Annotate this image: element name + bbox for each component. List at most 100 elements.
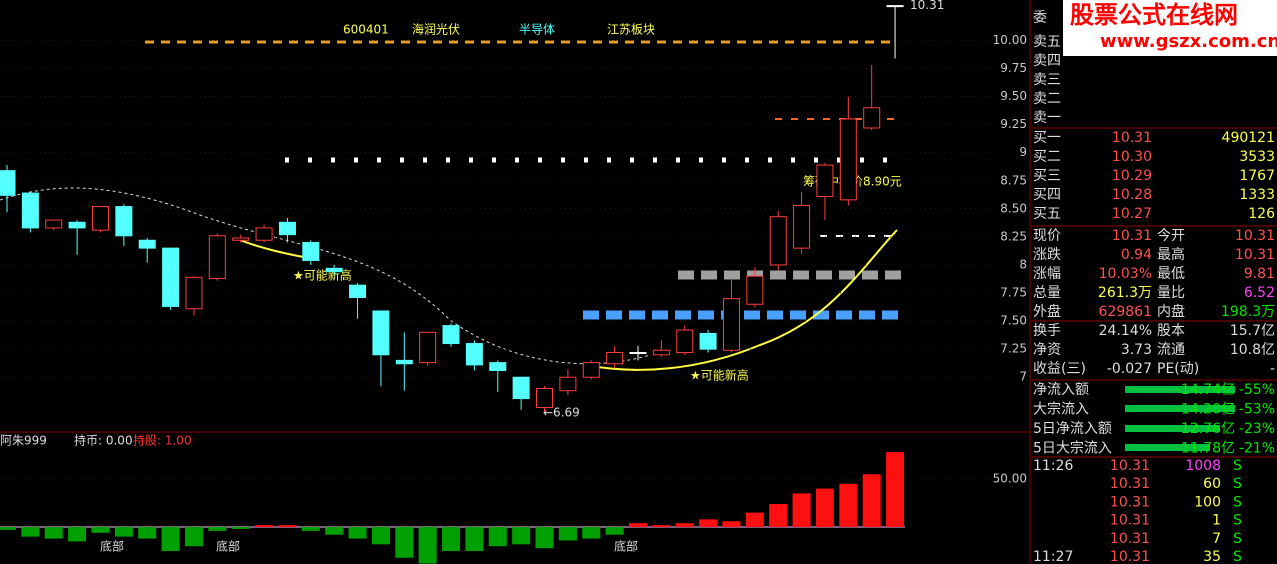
quote-text: 10.31 <box>1235 228 1275 244</box>
quote-text: PE(动) <box>1157 361 1199 377</box>
quote-text: -12.76亿 <box>1176 421 1235 437</box>
candle-body <box>863 107 881 129</box>
y-tick-label: 7 <box>1019 370 1027 384</box>
quote-text: 198.3万 <box>1221 304 1275 320</box>
quote-text: 7 <box>1212 531 1221 547</box>
indicator-bar <box>231 527 250 529</box>
candle-body <box>746 275 764 305</box>
quote-text: 24.14% <box>1099 323 1152 339</box>
candle-body <box>45 219 63 229</box>
candle-body <box>208 235 226 279</box>
candle-body <box>302 242 320 261</box>
candle-body <box>839 118 857 201</box>
quote-text: 卖三 <box>1033 72 1061 88</box>
quote-text: S <box>1233 513 1242 529</box>
candle-body <box>395 359 413 365</box>
low-label: ←6.69 <box>543 406 580 420</box>
indicator-bar <box>348 527 367 539</box>
quote-text: S <box>1233 494 1242 510</box>
y-tick-label: 7.25 <box>1000 342 1027 356</box>
quote-text: -21% <box>1239 441 1275 457</box>
candle-body <box>372 310 390 356</box>
y-tick-label: 7.50 <box>1000 314 1027 328</box>
quote-text: 股本 <box>1157 323 1185 339</box>
quote-text: 流通 <box>1157 342 1185 358</box>
candle-body <box>162 247 180 308</box>
quote-text: 内盘 <box>1157 303 1185 320</box>
candle-body <box>465 343 483 366</box>
quote-text: 10.31 <box>1110 549 1150 564</box>
indicator-bar <box>278 525 297 528</box>
quote-text: 5日大宗流入 <box>1033 441 1112 457</box>
sector: 半导体 <box>519 23 555 37</box>
candle-body <box>676 329 694 354</box>
quote-text: 10.30 <box>1112 149 1152 165</box>
bottom-signal: 底部 <box>614 539 638 554</box>
candle-body <box>886 5 904 8</box>
indicator-bar <box>68 527 87 542</box>
y-tick-label: 8 <box>1019 257 1027 271</box>
quote-text: 卖二 <box>1033 91 1061 107</box>
quote-text: 最低 <box>1157 266 1185 282</box>
quote-text: 60 <box>1203 476 1221 492</box>
quote-text: 3533 <box>1239 149 1275 165</box>
y-tick-label: 7.75 <box>1000 286 1027 300</box>
y-tick-label: 9.25 <box>1000 117 1027 131</box>
indicator-bar <box>442 527 461 552</box>
quote-text: 261.3万 <box>1098 285 1152 301</box>
indicator-bar <box>792 493 811 528</box>
quote-text: 1 <box>1212 513 1221 529</box>
quote-text: S <box>1233 549 1242 564</box>
quote-text: 今开 <box>1157 228 1185 244</box>
indicator-bar <box>325 527 344 535</box>
indicator-bar <box>21 527 40 537</box>
quote-text: 10.31 <box>1110 458 1150 474</box>
quote-text: 外盘 <box>1033 303 1061 320</box>
candle-body <box>232 237 250 241</box>
quote-text: 1333 <box>1239 187 1275 203</box>
quote-text: 126 <box>1248 206 1275 222</box>
quote-text: 3.73 <box>1121 342 1152 358</box>
indicator-bar <box>488 527 507 547</box>
quote-text: 10.31 <box>1112 130 1152 146</box>
quote-text: 11:26 <box>1033 458 1073 474</box>
candle-body <box>115 206 133 237</box>
quote-text: S <box>1233 531 1242 547</box>
quote-text: 总量 <box>1033 285 1061 301</box>
indicator-bar <box>114 527 133 537</box>
quote-text: 10.27 <box>1112 206 1152 222</box>
y-tick-label: 9.50 <box>1000 89 1027 103</box>
candle-body <box>512 376 530 400</box>
indicator-bar <box>301 527 320 531</box>
indicator-bar <box>582 527 601 539</box>
indicator-bar <box>815 488 834 528</box>
candle-body <box>0 170 16 196</box>
quote-text: 净流入额 <box>1033 382 1089 398</box>
candle-body <box>793 204 811 249</box>
indicator-bar <box>184 527 203 547</box>
indicator-bar <box>886 452 905 528</box>
indicator-bar <box>255 525 274 528</box>
y-tick-label: 9 <box>1019 145 1027 159</box>
quote-text: 100 <box>1194 494 1221 510</box>
quote-text: -0.027 <box>1107 361 1152 377</box>
candle-body <box>489 362 507 371</box>
new-high-label: ★可能新高 <box>690 368 749 383</box>
candle-body <box>652 349 670 356</box>
quote-text: -14.74亿 <box>1176 382 1235 398</box>
indicator-legend: 持股: 1.00 <box>133 433 192 448</box>
quote-text: 10.03% <box>1099 266 1152 282</box>
quote-text: -23% <box>1239 421 1275 437</box>
new-high-label: ★可能新高 <box>293 268 352 283</box>
candle-body <box>419 331 437 364</box>
quote-text: 委 <box>1033 10 1047 26</box>
y-tick-label: 9.75 <box>1000 61 1027 75</box>
quote-text: -11.78亿 <box>1176 441 1235 457</box>
indicator-bar <box>862 474 881 528</box>
candle-body <box>582 362 600 378</box>
candle-body <box>138 239 156 249</box>
indicator-bar <box>208 527 227 531</box>
candle-body <box>606 352 624 365</box>
quote-text: 买一 <box>1033 130 1061 146</box>
